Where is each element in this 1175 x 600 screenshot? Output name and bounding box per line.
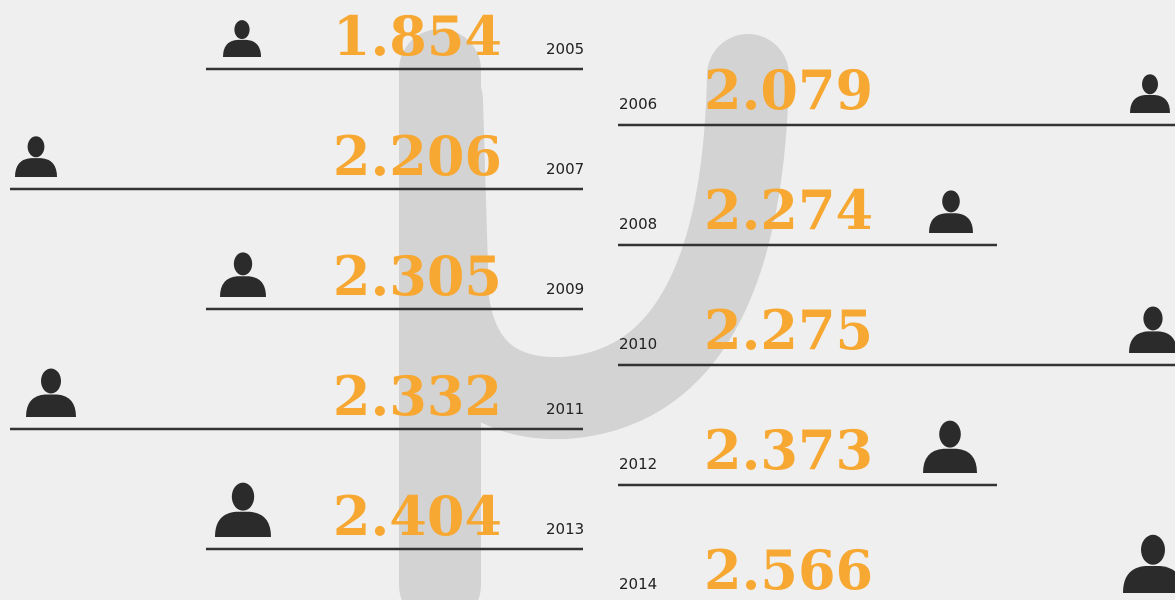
person-icon xyxy=(1123,534,1175,593)
person-icon xyxy=(220,252,266,297)
person-head xyxy=(231,482,255,511)
person-body xyxy=(220,276,266,297)
person-icon xyxy=(1129,306,1175,353)
person-head xyxy=(1141,534,1165,565)
year: 2009 xyxy=(546,280,584,298)
person-body xyxy=(215,511,271,537)
entry: 2.305 2009 xyxy=(206,244,584,311)
person-head xyxy=(939,420,961,448)
person-body xyxy=(929,213,973,233)
person-head xyxy=(1143,306,1163,331)
value: 2.079 xyxy=(704,58,873,122)
person-body xyxy=(1123,566,1175,593)
year: 2011 xyxy=(546,400,584,418)
entry: 2.274 2008 xyxy=(618,178,997,247)
year: 2008 xyxy=(619,215,657,233)
person-icon xyxy=(26,368,76,417)
year: 2012 xyxy=(619,455,657,473)
entry: 2.332 2011 xyxy=(10,364,584,431)
value: 2.404 xyxy=(333,484,502,548)
person-body xyxy=(923,448,977,473)
person-head xyxy=(942,190,960,213)
person-head xyxy=(233,252,253,276)
person-icon xyxy=(923,420,977,473)
person-icon xyxy=(15,136,57,177)
entry: 2.373 2012 xyxy=(618,418,997,487)
value: 2.206 xyxy=(333,124,502,188)
year: 2006 xyxy=(619,95,657,113)
year: 2007 xyxy=(546,160,584,178)
person-icon xyxy=(929,190,973,233)
person-body xyxy=(15,158,57,177)
year: 2014 xyxy=(619,575,657,593)
person-head xyxy=(27,136,45,158)
value: 2.275 xyxy=(704,298,873,362)
person-head xyxy=(1142,74,1158,95)
person-body xyxy=(1129,331,1175,353)
year: 2010 xyxy=(619,335,657,353)
entry: 2.079 2006 xyxy=(618,58,1175,127)
value: 2.274 xyxy=(704,178,873,242)
value: 2.305 xyxy=(333,244,502,308)
mu-symbol xyxy=(399,29,789,600)
entry: 1.854 2005 xyxy=(206,4,584,71)
person-body xyxy=(223,39,261,57)
person-body xyxy=(26,394,76,417)
person-icon xyxy=(215,482,271,537)
entry: 2.404 2013 xyxy=(206,482,584,551)
value: 2.373 xyxy=(704,418,873,482)
person-icon xyxy=(223,20,261,57)
person-body xyxy=(1130,95,1170,113)
person-icon xyxy=(1130,74,1170,113)
entry: 2.566 2014 xyxy=(619,534,1175,600)
person-head xyxy=(234,20,250,40)
value: 2.566 xyxy=(704,538,873,600)
entry: 2.206 2007 xyxy=(10,124,584,191)
value: 2.332 xyxy=(333,364,502,428)
rows: 1.854 2005 2.079 2006 2.206 2007 2.274 2008 2.30… xyxy=(10,4,1175,600)
entry: 2.275 2010 xyxy=(618,298,1175,367)
year: 2013 xyxy=(546,520,584,538)
value: 1.854 xyxy=(333,4,502,68)
year: 2005 xyxy=(546,40,584,58)
person-head xyxy=(41,368,61,394)
